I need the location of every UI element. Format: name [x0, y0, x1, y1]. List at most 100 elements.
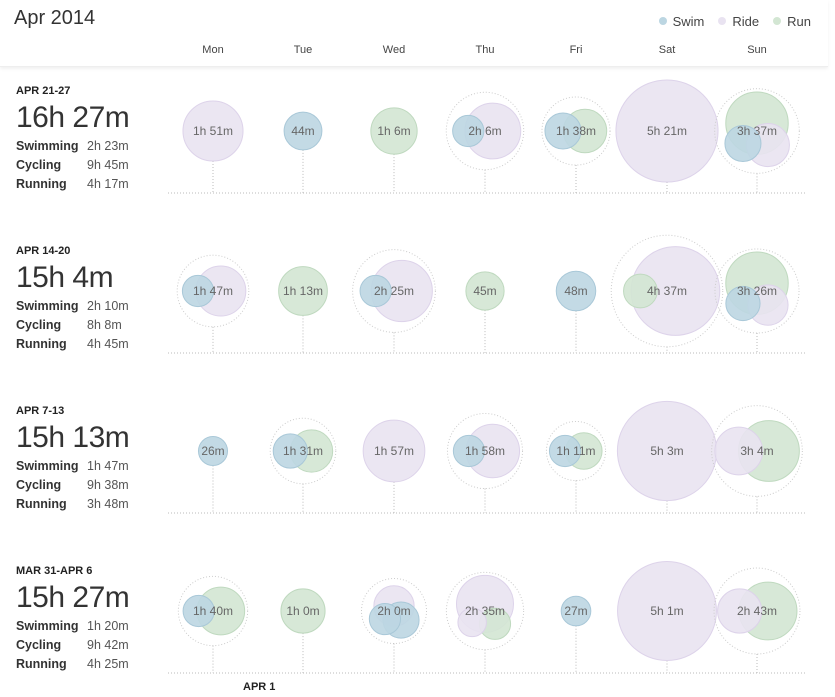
swim-bubble[interactable] [555, 270, 597, 312]
week-summary: MAR 31-APR 6 15h 27m Swimming 1h 20m Cycling… [16, 565, 130, 672]
ride-bubble[interactable] [617, 561, 717, 661]
day-cell[interactable]: 1h 31m [269, 417, 337, 513]
day-cell[interactable]: 1h 38m [541, 96, 611, 193]
day-cell[interactable]: 27m [560, 595, 592, 673]
run-dot-icon [773, 17, 782, 25]
swim-bubble[interactable] [359, 274, 392, 308]
run-bubble[interactable] [465, 271, 505, 311]
ride-bubble[interactable] [714, 426, 764, 476]
day-cell[interactable]: 1h 47m [176, 254, 250, 353]
day-cell[interactable]: 1h 0m [280, 588, 326, 673]
day-duration-label: 5h 1m [650, 604, 683, 618]
day-cell[interactable]: 44m [283, 111, 323, 193]
day-duration-label: 4h 37m [647, 284, 687, 298]
stat-row: Cycling 8h 8m [16, 317, 129, 333]
day-header-tue: Tue [293, 44, 313, 56]
day-cell[interactable]: 5h 1m [617, 561, 717, 673]
swim-bubble[interactable] [452, 434, 486, 468]
day-cell[interactable]: 1h 40m [177, 575, 249, 673]
day-total-ring [176, 254, 250, 328]
day-total-ring [352, 249, 436, 333]
day-duration-label: 2h 6m [468, 124, 501, 138]
day-cell[interactable]: 1h 51m [182, 100, 244, 193]
swim-bubble[interactable] [725, 285, 761, 322]
day-cell[interactable]: 1h 6m [370, 107, 418, 193]
day-cell[interactable]: 2h 0m [360, 577, 428, 673]
day-cell[interactable]: 3h 26m [714, 248, 800, 353]
stat-label: Swimming [16, 299, 79, 313]
day-duration-label: 5h 3m [650, 444, 683, 458]
day-duration-label: 1h 51m [193, 124, 233, 138]
stat-row: Cycling 9h 42m [16, 637, 129, 653]
day-cell[interactable]: 1h 13m [278, 266, 328, 353]
stat-row: Cycling 9h 45m [16, 157, 129, 173]
swim-bubble[interactable] [283, 111, 323, 151]
day-cell[interactable]: 2h 35m [445, 571, 525, 673]
stat-value: 9h 38m [87, 478, 129, 492]
day-total-ring [541, 96, 611, 166]
stat-value: 3h 48m [87, 497, 129, 511]
stat-label: Cycling [16, 318, 62, 332]
day-duration-label: 1h 11m [556, 444, 595, 458]
day-cell[interactable]: 48m [555, 270, 597, 353]
day-header-sun: Sun [747, 44, 767, 56]
ride-bubble[interactable] [457, 607, 487, 638]
day-header-mon: Mon [202, 44, 224, 56]
stat-value: 1h 47m [87, 459, 129, 473]
day-duration-label: 1h 47m [193, 284, 233, 298]
day-cell[interactable]: 5h 3m [616, 400, 718, 513]
day-duration-label: 44m [291, 124, 314, 138]
stat-label: Running [16, 177, 67, 191]
swim-bubble[interactable] [724, 124, 762, 163]
stat-label: Cycling [16, 638, 62, 652]
day-cell[interactable]: 2h 6m [445, 91, 525, 193]
week-label: APR 14-20 [16, 245, 71, 257]
ride-bubble[interactable] [615, 79, 719, 183]
swim-bubble[interactable] [548, 434, 582, 468]
day-total-ring [711, 405, 803, 497]
day-duration-label: 3h 26m [737, 284, 777, 298]
day-cell[interactable]: 45m [465, 271, 505, 353]
stat-row: Running 4h 17m [16, 176, 129, 192]
day-total-ring [445, 91, 525, 171]
day-duration-label: 2h 25m [374, 284, 414, 298]
swim-bubble[interactable] [368, 602, 402, 636]
day-cell[interactable]: 2h 25m [352, 249, 436, 353]
day-cell[interactable]: 2h 43m [713, 567, 801, 673]
swim-bubble[interactable] [452, 114, 485, 148]
swim-bubble[interactable] [181, 274, 215, 308]
stat-row: Swimming 1h 47m [16, 458, 129, 474]
run-bubble[interactable] [278, 266, 328, 316]
ride-bubble[interactable] [362, 419, 426, 483]
stat-label: Running [16, 657, 67, 671]
day-cell[interactable]: 1h 11m [545, 420, 607, 513]
day-cell[interactable]: 4h 37m [610, 234, 724, 353]
ride-bubble[interactable] [182, 100, 244, 162]
day-cell[interactable]: 1h 58m [446, 412, 524, 513]
header-bar [0, 0, 828, 67]
run-bubble[interactable] [623, 273, 658, 309]
swim-bubble[interactable] [197, 435, 229, 467]
day-cell[interactable]: 26m [197, 435, 229, 513]
day-duration-label: 2h 35m [465, 604, 505, 618]
day-duration-label: 1h 58m [465, 444, 505, 458]
week-total: 15h 13m [16, 421, 130, 454]
day-duration-label: 26m [201, 444, 224, 458]
swim-bubble[interactable] [560, 595, 592, 627]
swim-bubble[interactable] [182, 594, 215, 628]
stat-row: Swimming 2h 10m [16, 298, 129, 314]
ride-bubble[interactable] [717, 588, 763, 634]
day-total-ring [545, 420, 607, 482]
week-label: APR 21-27 [16, 85, 71, 97]
swim-bubble[interactable] [544, 112, 582, 150]
run-bubble[interactable] [280, 588, 326, 634]
week-total: 15h 4m [16, 261, 114, 294]
day-cell[interactable]: 3h 4m [711, 405, 803, 513]
run-bubble[interactable] [370, 107, 418, 155]
day-cell[interactable]: 3h 37m [714, 88, 800, 193]
day-total-ring [713, 567, 801, 655]
day-cell[interactable]: 1h 57m [362, 419, 426, 513]
day-duration-label: 2h 0m [377, 604, 410, 618]
day-cell[interactable]: 5h 21m [615, 79, 719, 193]
swim-bubble[interactable] [272, 433, 308, 469]
